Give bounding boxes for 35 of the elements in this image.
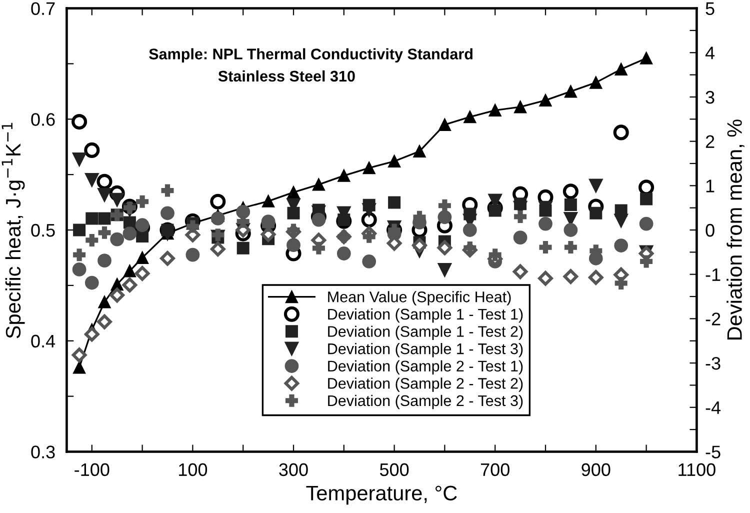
y-tick-label: 0.3	[31, 446, 55, 458]
y2-tick-label: -3	[706, 356, 720, 370]
legend-label: Deviation (Sample 1 - Test 3)	[328, 342, 523, 358]
legend-label: Deviation (Sample 2 - Test 3)	[328, 394, 523, 410]
x-tick-label: 100	[179, 463, 208, 476]
legend-label: Deviation (Sample 2 - Test 2)	[328, 378, 523, 392]
y2-tick-label: 4	[705, 46, 715, 60]
x-tick-label: 500	[380, 463, 409, 476]
annotation: Sample: NPL Thermal Conductivity Standard	[149, 48, 472, 62]
y-axis-title: Specific heat, J·g$^{−1}$K$^{−1}$	[2, 122, 25, 338]
y2-axis-title: Deviation from mean, %	[726, 120, 744, 340]
x-tick-label: 900	[582, 463, 610, 476]
x-tick-label: 1100	[678, 463, 716, 476]
x-tick-label: -100	[74, 463, 110, 476]
y2-tick-label: -5	[706, 446, 720, 458]
legend-label: Deviation (Sample 2 - Test 1)	[328, 360, 523, 375]
y2-tick-label: 5	[706, 2, 714, 16]
y-tick-label: 0.6	[31, 113, 55, 126]
annotation: Stainless Steel 310	[218, 70, 355, 82]
y2-tick-label: -2	[706, 312, 720, 326]
x-tick-label: 300	[279, 463, 308, 476]
x-axis-title: Temperature, °C	[306, 486, 457, 505]
x-tick-label: 700	[480, 463, 510, 476]
y2-tick-label: 2	[706, 135, 714, 148]
y-tick-label: 0.4	[31, 334, 56, 348]
y2-tick-label: -1	[706, 268, 720, 281]
y2-tick-label: 1	[706, 180, 714, 192]
y2-tick-label: 0	[706, 224, 714, 237]
legend-label: Deviation (Sample 1 - Test 1)	[328, 308, 523, 323]
y-tick-label: 0.7	[31, 2, 55, 16]
y2-tick-label: -4	[706, 401, 721, 414]
y2-tick-label: 3	[706, 90, 714, 104]
y-tick-label: 0.5	[31, 224, 55, 237]
legend-label: Deviation (Sample 1 - Test 2)	[328, 326, 523, 340]
legend-label: Mean Value (Specific Heat)	[328, 291, 511, 306]
